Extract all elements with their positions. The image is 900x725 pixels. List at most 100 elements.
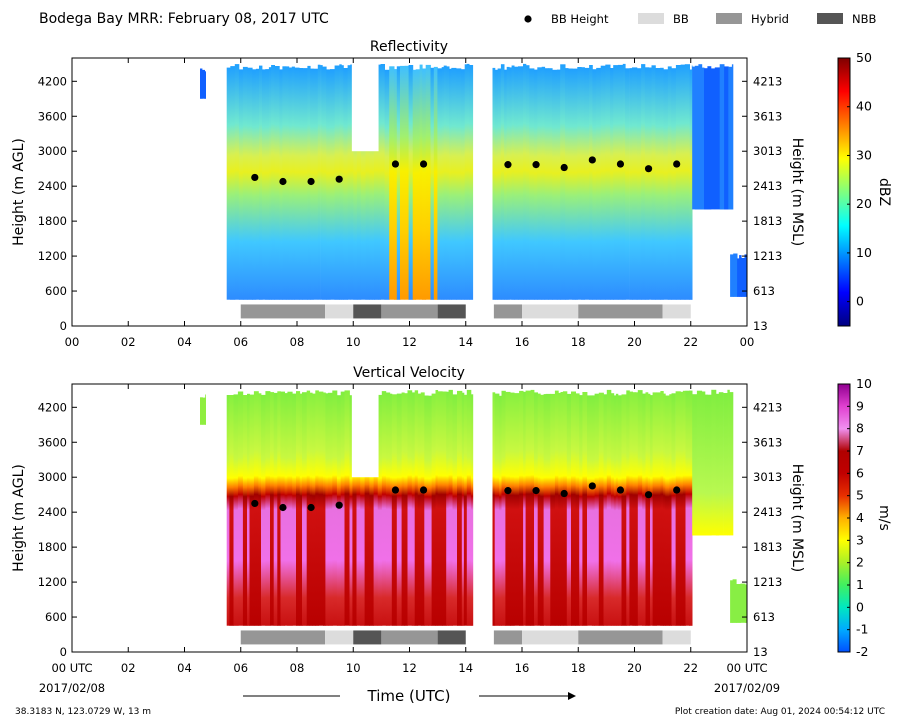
heatmap-column [698, 64, 703, 210]
bb-height-point [560, 163, 568, 172]
heatmap-column [731, 64, 734, 210]
x-tick-label: 16 [515, 335, 530, 349]
bb-class-segment [437, 630, 466, 645]
heatmap-column [568, 68, 573, 300]
heatmap-column [330, 69, 336, 300]
heatmap-column [592, 69, 597, 300]
heatmap-column [404, 65, 409, 300]
heatmap-column [615, 393, 619, 626]
heatmap-column [449, 68, 452, 300]
y-tick-label: 4200 [38, 400, 67, 414]
heatmap-column [200, 68, 203, 99]
bb-height-point [419, 160, 428, 168]
bb-height-point [616, 160, 625, 168]
heatmap-column [744, 254, 747, 297]
heatmap-column [234, 64, 240, 300]
bb-height-point [673, 486, 681, 494]
heatmap-column [389, 393, 393, 626]
heatmap-column [596, 67, 602, 300]
bb-class-segment [240, 630, 326, 645]
heatmap-column [461, 392, 465, 626]
heatmap-column [534, 69, 538, 300]
heatmap-column [613, 65, 619, 300]
heatmap-column [644, 67, 650, 300]
heatmap-column [663, 69, 669, 300]
heatmap-column [415, 69, 420, 300]
colorbar-tick-label: 1 [856, 577, 864, 592]
heatmap-column [694, 65, 699, 210]
heatmap-column [229, 395, 234, 626]
heatmap-column [575, 68, 578, 300]
y-tick-right-label: 1213 [753, 249, 782, 263]
heatmap-column [739, 255, 742, 297]
heatmap-column [381, 391, 387, 626]
heatmap-column [556, 69, 561, 300]
heatmap-column [292, 393, 297, 626]
heatmap-column [548, 68, 553, 300]
y-tick-label: 0 [60, 319, 67, 333]
heatmap-column [202, 69, 205, 99]
heatmap-column [707, 394, 712, 536]
heatmap-column [723, 393, 728, 536]
velocity-left-ylabel: Height (m AGL) [11, 464, 27, 572]
x-tick-label: 10 [346, 335, 361, 349]
heatmap-column [302, 68, 308, 300]
heatmap-column [637, 390, 643, 626]
heatmap-column [500, 64, 505, 300]
heatmap-column [587, 395, 593, 626]
heatmap-column [200, 397, 203, 425]
heatmap-column [312, 393, 316, 626]
bb-height-point [335, 501, 343, 509]
colorbar-tick-label: 10 [856, 376, 872, 391]
bb-height-point [419, 486, 428, 494]
heatmap-column [505, 391, 511, 626]
y-tick-label: 3600 [38, 435, 67, 449]
x-tick-label: 06 [233, 661, 248, 675]
heatmap-column [247, 67, 253, 300]
heatmap-column [294, 67, 300, 300]
heatmap-column [457, 390, 463, 626]
legend-bb-label: BB [673, 12, 689, 26]
heatmap-column [344, 390, 350, 626]
x-tick-label: 14 [458, 661, 473, 675]
heatmap-column [577, 67, 582, 300]
heatmap-column [425, 64, 431, 300]
heatmap-column [704, 68, 708, 210]
y-tick-right-label: 1813 [753, 540, 782, 554]
heatmap-column [504, 69, 508, 300]
heatmap-column [322, 66, 327, 300]
y-tick-label: 2400 [38, 179, 67, 193]
heatmap-column [499, 395, 502, 626]
heatmap-column [635, 392, 639, 626]
heatmap-column [530, 389, 535, 626]
colorbar-tick-label: 0 [856, 294, 864, 309]
x-tick-label: 02 [121, 335, 136, 349]
bb-height-point [504, 161, 512, 169]
heatmap-column [701, 67, 705, 210]
heatmap-column [360, 393, 365, 626]
heatmap-column [464, 64, 468, 300]
x-tick-label: 18 [571, 661, 586, 675]
heatmap-column [328, 392, 333, 626]
heatmap-column [606, 389, 612, 626]
heatmap-column [205, 394, 206, 425]
heatmap-column [492, 67, 496, 300]
heatmap-column [261, 394, 266, 626]
heatmap-column [603, 394, 608, 626]
heatmap-column [360, 69, 366, 300]
heatmap-column [537, 393, 541, 626]
bb-height-point [307, 177, 315, 186]
bb-height-point [279, 177, 287, 186]
heatmap-column [287, 391, 293, 626]
heatmap-column [469, 65, 474, 300]
heatmap-column [671, 393, 676, 626]
colorbar-tick-label: 0 [856, 599, 864, 614]
no-data-gap [351, 389, 379, 478]
time-axis-label: Time (UTC) [367, 687, 451, 705]
heatmap-column [492, 392, 496, 626]
heatmap-column [271, 65, 275, 300]
heatmap-column [258, 393, 262, 626]
heatmap-column [550, 393, 556, 626]
y-tick-right-label: 4213 [753, 74, 782, 88]
heatmap-column [323, 392, 326, 626]
